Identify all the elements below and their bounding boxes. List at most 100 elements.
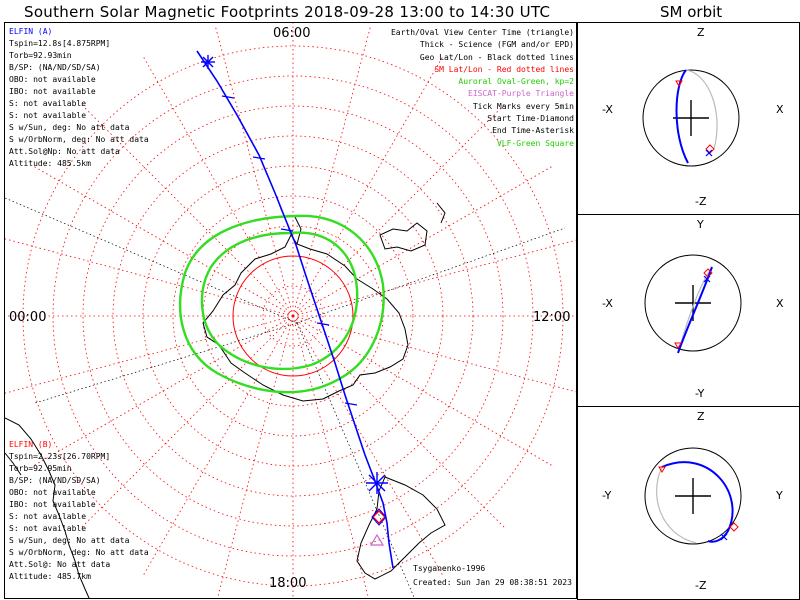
sm-orbit-xy-plot — [644, 254, 742, 354]
footer-model: Tsyganenko-1996 — [413, 564, 486, 573]
elfin-b-line: OBO: not available — [9, 488, 96, 497]
axis-label-top: Y — [697, 218, 704, 231]
sm-longitude-line — [292, 315, 576, 393]
elfin-b-line: Tspin=2.23s[26.70RPM] — [9, 452, 111, 461]
sm-longitude-line — [292, 315, 369, 598]
australia-coastline — [379, 202, 446, 252]
south-america-coastline — [5, 417, 90, 598]
axis-label-bottom: -Y — [695, 387, 705, 400]
legend-item: Start Time-Diamond — [487, 114, 574, 124]
sm-orbit-title: SM orbit — [660, 3, 723, 21]
sm-orbit-panel-xz: Z -Z -X X — [577, 22, 800, 215]
clock-label-bottom: 18:00 — [269, 576, 307, 591]
legend-item: Geo Lat/Lon - Black dotted lines — [419, 52, 574, 62]
elfin-a-info: ELFIN (A) Tspin=12.8s[4.875RPM] Torb=92.… — [9, 26, 149, 170]
sm-longitude-line — [5, 315, 294, 394]
elfin-b-line: S: not available — [9, 524, 87, 533]
axis-label-top: Z — [697, 410, 705, 423]
sm-lat-lon-grid — [5, 23, 576, 598]
sm-longitude-line — [80, 315, 294, 529]
sm-longitude-line — [292, 26, 372, 317]
auroral-oval-inner — [200, 231, 359, 371]
sm-longitude-line — [142, 55, 294, 317]
legend-item: End Time-Asterisk — [492, 126, 574, 136]
clock-label-right: 12:00 — [533, 310, 571, 325]
sm-longitude-line — [292, 55, 444, 317]
sm-latitude-circle — [82, 105, 504, 527]
elfin-b-line: IBO: not available — [9, 500, 96, 509]
elfin-b-line: Torb=92.95min — [9, 464, 72, 473]
sm-orbit-panel-xy: Y -Y -X X — [577, 214, 800, 407]
legend-item: Earth/Oval View Center Time (triangle) — [390, 28, 574, 37]
clock-label-top: 06:00 — [273, 26, 311, 41]
axis-label-right: X — [776, 297, 784, 310]
axis-label-top: Z — [697, 26, 705, 39]
axis-label-left: -Y — [602, 489, 612, 502]
axis-label-right: X — [776, 103, 784, 116]
geo-lat-lon-grid — [5, 197, 566, 598]
elfin-a-line: S w/Sun, deg: No att data — [9, 123, 130, 132]
legend-item: EISCAT-Purple Triangle — [468, 89, 574, 99]
elfin-a-line: Altitude: 485.5km — [9, 159, 91, 168]
sm-longitude-line — [80, 103, 294, 317]
elfin-a-line: Torb=92.93min — [9, 51, 72, 60]
elfin-a-line: Att.Sol@Np: No att data — [9, 147, 120, 156]
elfin-a-line: OBO: not available — [9, 75, 96, 84]
elfin-a-start-diamond — [371, 508, 387, 526]
sm-orbit-panel-yz: Z -Z -Y Y — [577, 406, 800, 600]
sm-latitude-circle — [262, 285, 324, 347]
elfin-a-line: Tspin=12.8s[4.875RPM] — [9, 39, 111, 48]
elfin-b-line: Att.Sol@: No att data — [9, 560, 111, 569]
sm-longitude-line — [292, 315, 506, 529]
sm-longitude-line — [292, 315, 554, 467]
elfin-a-line: S: not available — [9, 99, 87, 108]
legend-item: Auroral Oval-Green, kp=2 — [458, 77, 574, 87]
sm-orbit-xz-plot — [642, 69, 740, 167]
elfin-a-line: IBO: not available — [9, 87, 96, 96]
geo-longitude-line — [296, 227, 566, 324]
elfin-b-line: S w/Sun, deg: No att data — [9, 536, 130, 545]
elfin-a-name: ELFIN (A) — [9, 27, 53, 36]
legend-item: Tick Marks every 5min — [472, 101, 574, 111]
sm-longitude-line — [292, 239, 576, 317]
sm-longitude-line — [292, 103, 506, 317]
legend: Earth/Oval View Center Time (triangle) T… — [391, 27, 574, 150]
clock-label-left: 00:00 — [9, 310, 47, 325]
axis-label-left: -X — [602, 297, 613, 310]
elfin-a-line: S: not available — [9, 111, 87, 120]
elfin-a-footprint-track — [196, 50, 394, 569]
elfin-a-end-asterisk — [201, 55, 215, 69]
elfin-a-line: S w/OrbNorm, deg: No att data — [9, 135, 149, 144]
eiscat-triangle — [369, 533, 385, 546]
sm-orbit-yz-plot — [644, 447, 742, 545]
footer-created: Created: Sun Jan 29 08:38:51 2023 — [413, 578, 572, 587]
sm-latitude-circle — [172, 195, 414, 437]
axis-label-left: -X — [602, 103, 613, 116]
axis-label-bottom: -Z — [695, 579, 707, 592]
sm-longitude-line — [142, 315, 294, 577]
sm-longitude-line — [292, 315, 444, 577]
elfin-b-line: B/SP: (NA/ND/SD/SA) — [9, 476, 101, 485]
sm-longitude-line — [32, 165, 294, 317]
auroral-oval-outer — [178, 214, 385, 394]
elfin-a-line: B/SP: (NA/ND/SD/SA) — [9, 63, 101, 72]
elfin-b-line: S w/OrbNorm, deg: No att data — [9, 548, 149, 557]
elfin-a-tick-marks — [221, 95, 358, 406]
plot-title: Southern Solar Magnetic Footprints 2018-… — [24, 3, 551, 21]
geo-longitude-line — [34, 322, 298, 404]
legend-item: SM Lat/Lon - Red dotted lines — [434, 64, 574, 74]
legend-item: VLF-Green Square — [496, 138, 574, 148]
sm-longitude-line — [214, 26, 294, 317]
antarctica-coastline — [202, 234, 409, 402]
sm-longitude-line — [32, 315, 294, 467]
axis-label-right: Y — [776, 489, 783, 502]
antarctic-peninsula-coastline — [276, 196, 302, 245]
footprint-map — [5, 23, 576, 598]
sm-longitude-line — [5, 238, 294, 317]
footprint-map-panel: 06:00 00:00 12:00 18:00 ELFIN (A) Tspin=… — [4, 22, 577, 599]
elfin-b-name: ELFIN (B) — [9, 440, 53, 449]
elfin-b-info: ELFIN (B) Tspin=2.23s[26.70RPM] Torb=92.… — [9, 439, 149, 583]
sm-longitude-line — [292, 165, 554, 317]
elfin-b-line: S: not available — [9, 512, 87, 521]
axis-label-bottom: -Z — [695, 195, 707, 208]
